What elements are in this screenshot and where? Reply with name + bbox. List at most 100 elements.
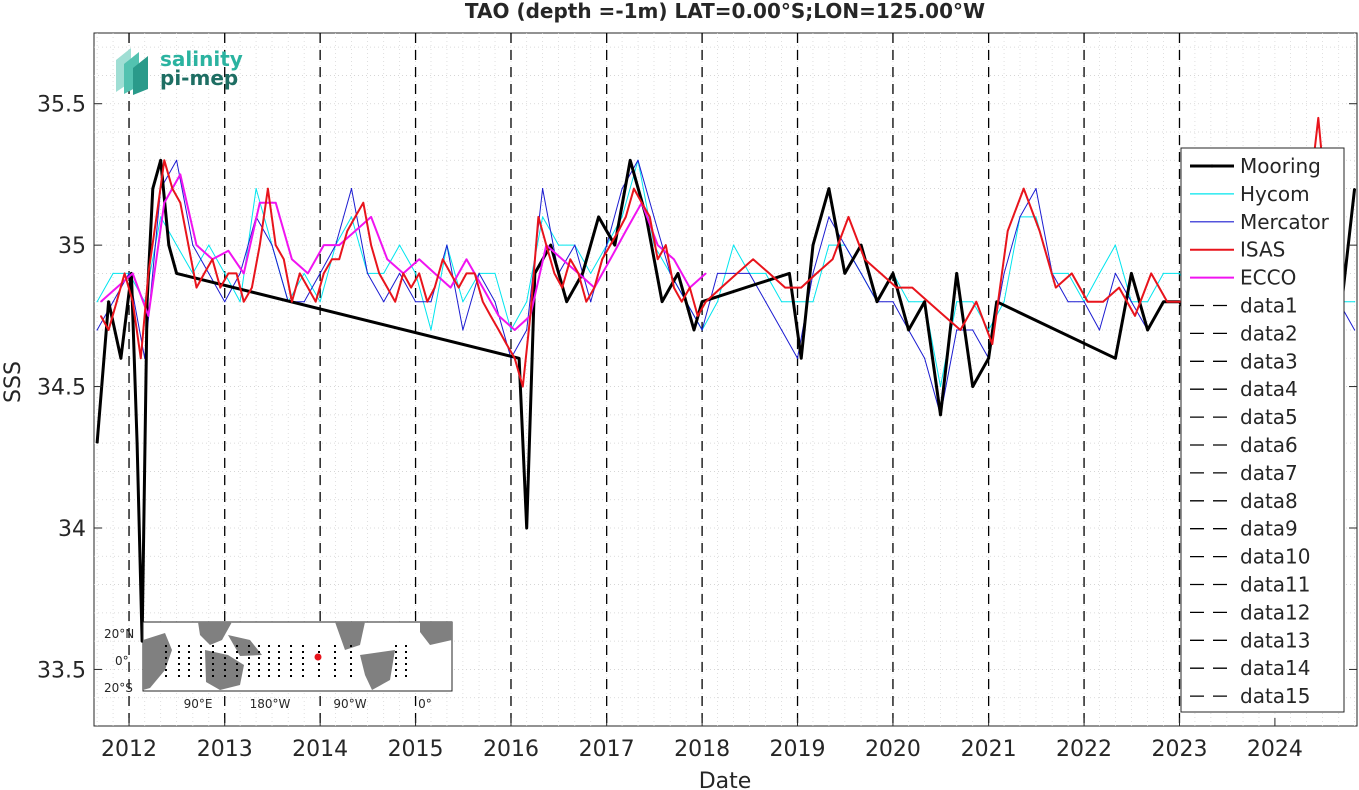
inset-mooring-dot [302, 663, 304, 665]
data-point-mooring [844, 272, 846, 274]
data-point-isas [370, 244, 372, 246]
legend-label-data14: data14 [1240, 656, 1311, 680]
year-marker-lines [128, 33, 1181, 726]
data-point-isas [529, 315, 531, 317]
inset-mooring-dot [224, 651, 226, 653]
data-point-ecco [147, 315, 149, 317]
data-point-mooring [96, 442, 98, 444]
data-point-mooring [1130, 272, 1132, 274]
inset-mooring-dot [224, 663, 226, 665]
data-point-hycom [621, 216, 623, 218]
data-point-isas [752, 258, 754, 260]
inset-mooring-dot [395, 675, 397, 677]
inset-mooring-dot [165, 663, 167, 665]
data-point-mercator [526, 329, 528, 331]
data-point-mercator [924, 357, 926, 359]
data-point-mooring [1354, 188, 1356, 190]
data-point-isas [768, 272, 770, 274]
inset-mooring-dot [258, 663, 260, 665]
data-point-mooring [614, 244, 616, 246]
inset-mooring-dot [350, 645, 352, 647]
inset-mooring-dot [302, 675, 304, 677]
data-point-isas [132, 301, 134, 303]
data-point-isas [346, 230, 348, 232]
inset-lon-90e: 90°E [184, 697, 213, 711]
data-point-isas [689, 287, 691, 289]
inset-selected-mooring [314, 653, 322, 661]
data-point-hycom [812, 301, 814, 303]
data-point-mooring [661, 301, 663, 303]
data-point-isas [617, 230, 620, 232]
legend-label-data5: data5 [1240, 405, 1298, 429]
data-point-mercator [765, 301, 767, 303]
inset-mooring-dot [405, 669, 407, 671]
legend-label-data4: data4 [1240, 377, 1298, 401]
x-tick-label: 2017 [579, 737, 635, 762]
data-point-isas [514, 357, 516, 359]
data-point-isas [705, 301, 707, 303]
data-point-mooring [788, 272, 791, 274]
data-point-ecco [418, 258, 420, 260]
data-point-mooring [566, 301, 568, 303]
data-point-mooring [828, 188, 830, 190]
inset-mooring-dot [334, 663, 336, 665]
data-point-mercator [399, 272, 401, 274]
y-axis-label: SSS [1, 361, 26, 403]
data-point-mercator [366, 272, 369, 274]
inset-lon-180w: 180°W [250, 697, 291, 711]
inset-mooring-dot [188, 657, 190, 659]
legend-label-data10: data10 [1240, 545, 1311, 569]
x-tick-label: 2021 [961, 737, 1017, 762]
inset-lat-20s: 20°S [104, 681, 133, 695]
inset-mooring-dot [236, 651, 238, 653]
data-point-hycom [510, 329, 512, 331]
legend-label-data2: data2 [1240, 321, 1298, 345]
inset-mooring-dot [165, 651, 167, 653]
data-point-isas [720, 287, 722, 289]
data-point-hycom [939, 386, 942, 388]
data-point-mooring [1114, 357, 1116, 359]
inset-mooring-dot [405, 663, 407, 665]
data-point-mercator [446, 244, 448, 246]
data-point-mooring [988, 357, 990, 359]
data-point-hycom [558, 244, 560, 246]
data-point-hycom [112, 272, 114, 274]
data-point-mercator [1114, 272, 1116, 274]
data-point-isas [1150, 272, 1152, 274]
data-point-mooring [1147, 329, 1149, 331]
inset-mooring-dot [318, 663, 320, 665]
data-point-isas [354, 216, 356, 218]
data-point-isas [434, 287, 436, 289]
inset-location-map: 20°N 0° 20°S 90°E 180°W 90°W 0° [104, 621, 453, 711]
data-point-mooring [550, 244, 552, 246]
inset-mooring-dot [236, 657, 238, 659]
inset-mooring-dot [278, 645, 280, 647]
legend-label-data15: data15 [1240, 684, 1311, 708]
inset-mooring-dot [248, 651, 250, 653]
data-point-ecco [243, 272, 245, 274]
inset-mooring-dot [278, 675, 280, 677]
data-point-isas [490, 315, 492, 317]
legend: Mooring Hycom Mercator ISAS ECCO data1 data2 da… [1180, 147, 1345, 713]
data-point-isas [1118, 287, 1120, 289]
data-point-isas [1007, 230, 1009, 232]
inset-mooring-dot [395, 663, 397, 665]
inset-mooring-dot [212, 663, 214, 665]
x-axis-label: Date [699, 769, 752, 790]
data-point-isas [847, 216, 850, 218]
data-point-isas [482, 301, 484, 303]
inset-mooring-dot [248, 669, 250, 671]
data-point-mercator [732, 272, 735, 274]
data-point-ecco [354, 230, 356, 232]
data-point-mooring [972, 386, 974, 388]
data-point-mercator [590, 301, 592, 303]
inset-land-mass [198, 622, 232, 645]
legend-label-mercator: Mercator [1240, 210, 1330, 234]
data-point-hycom [526, 301, 528, 303]
data-point-isas [315, 301, 317, 303]
data-point-isas [442, 258, 444, 260]
inset-mooring-dot [290, 645, 292, 647]
data-point-mercator [1354, 329, 1356, 331]
data-point-isas [665, 244, 667, 246]
data-point-mooring [924, 301, 926, 303]
